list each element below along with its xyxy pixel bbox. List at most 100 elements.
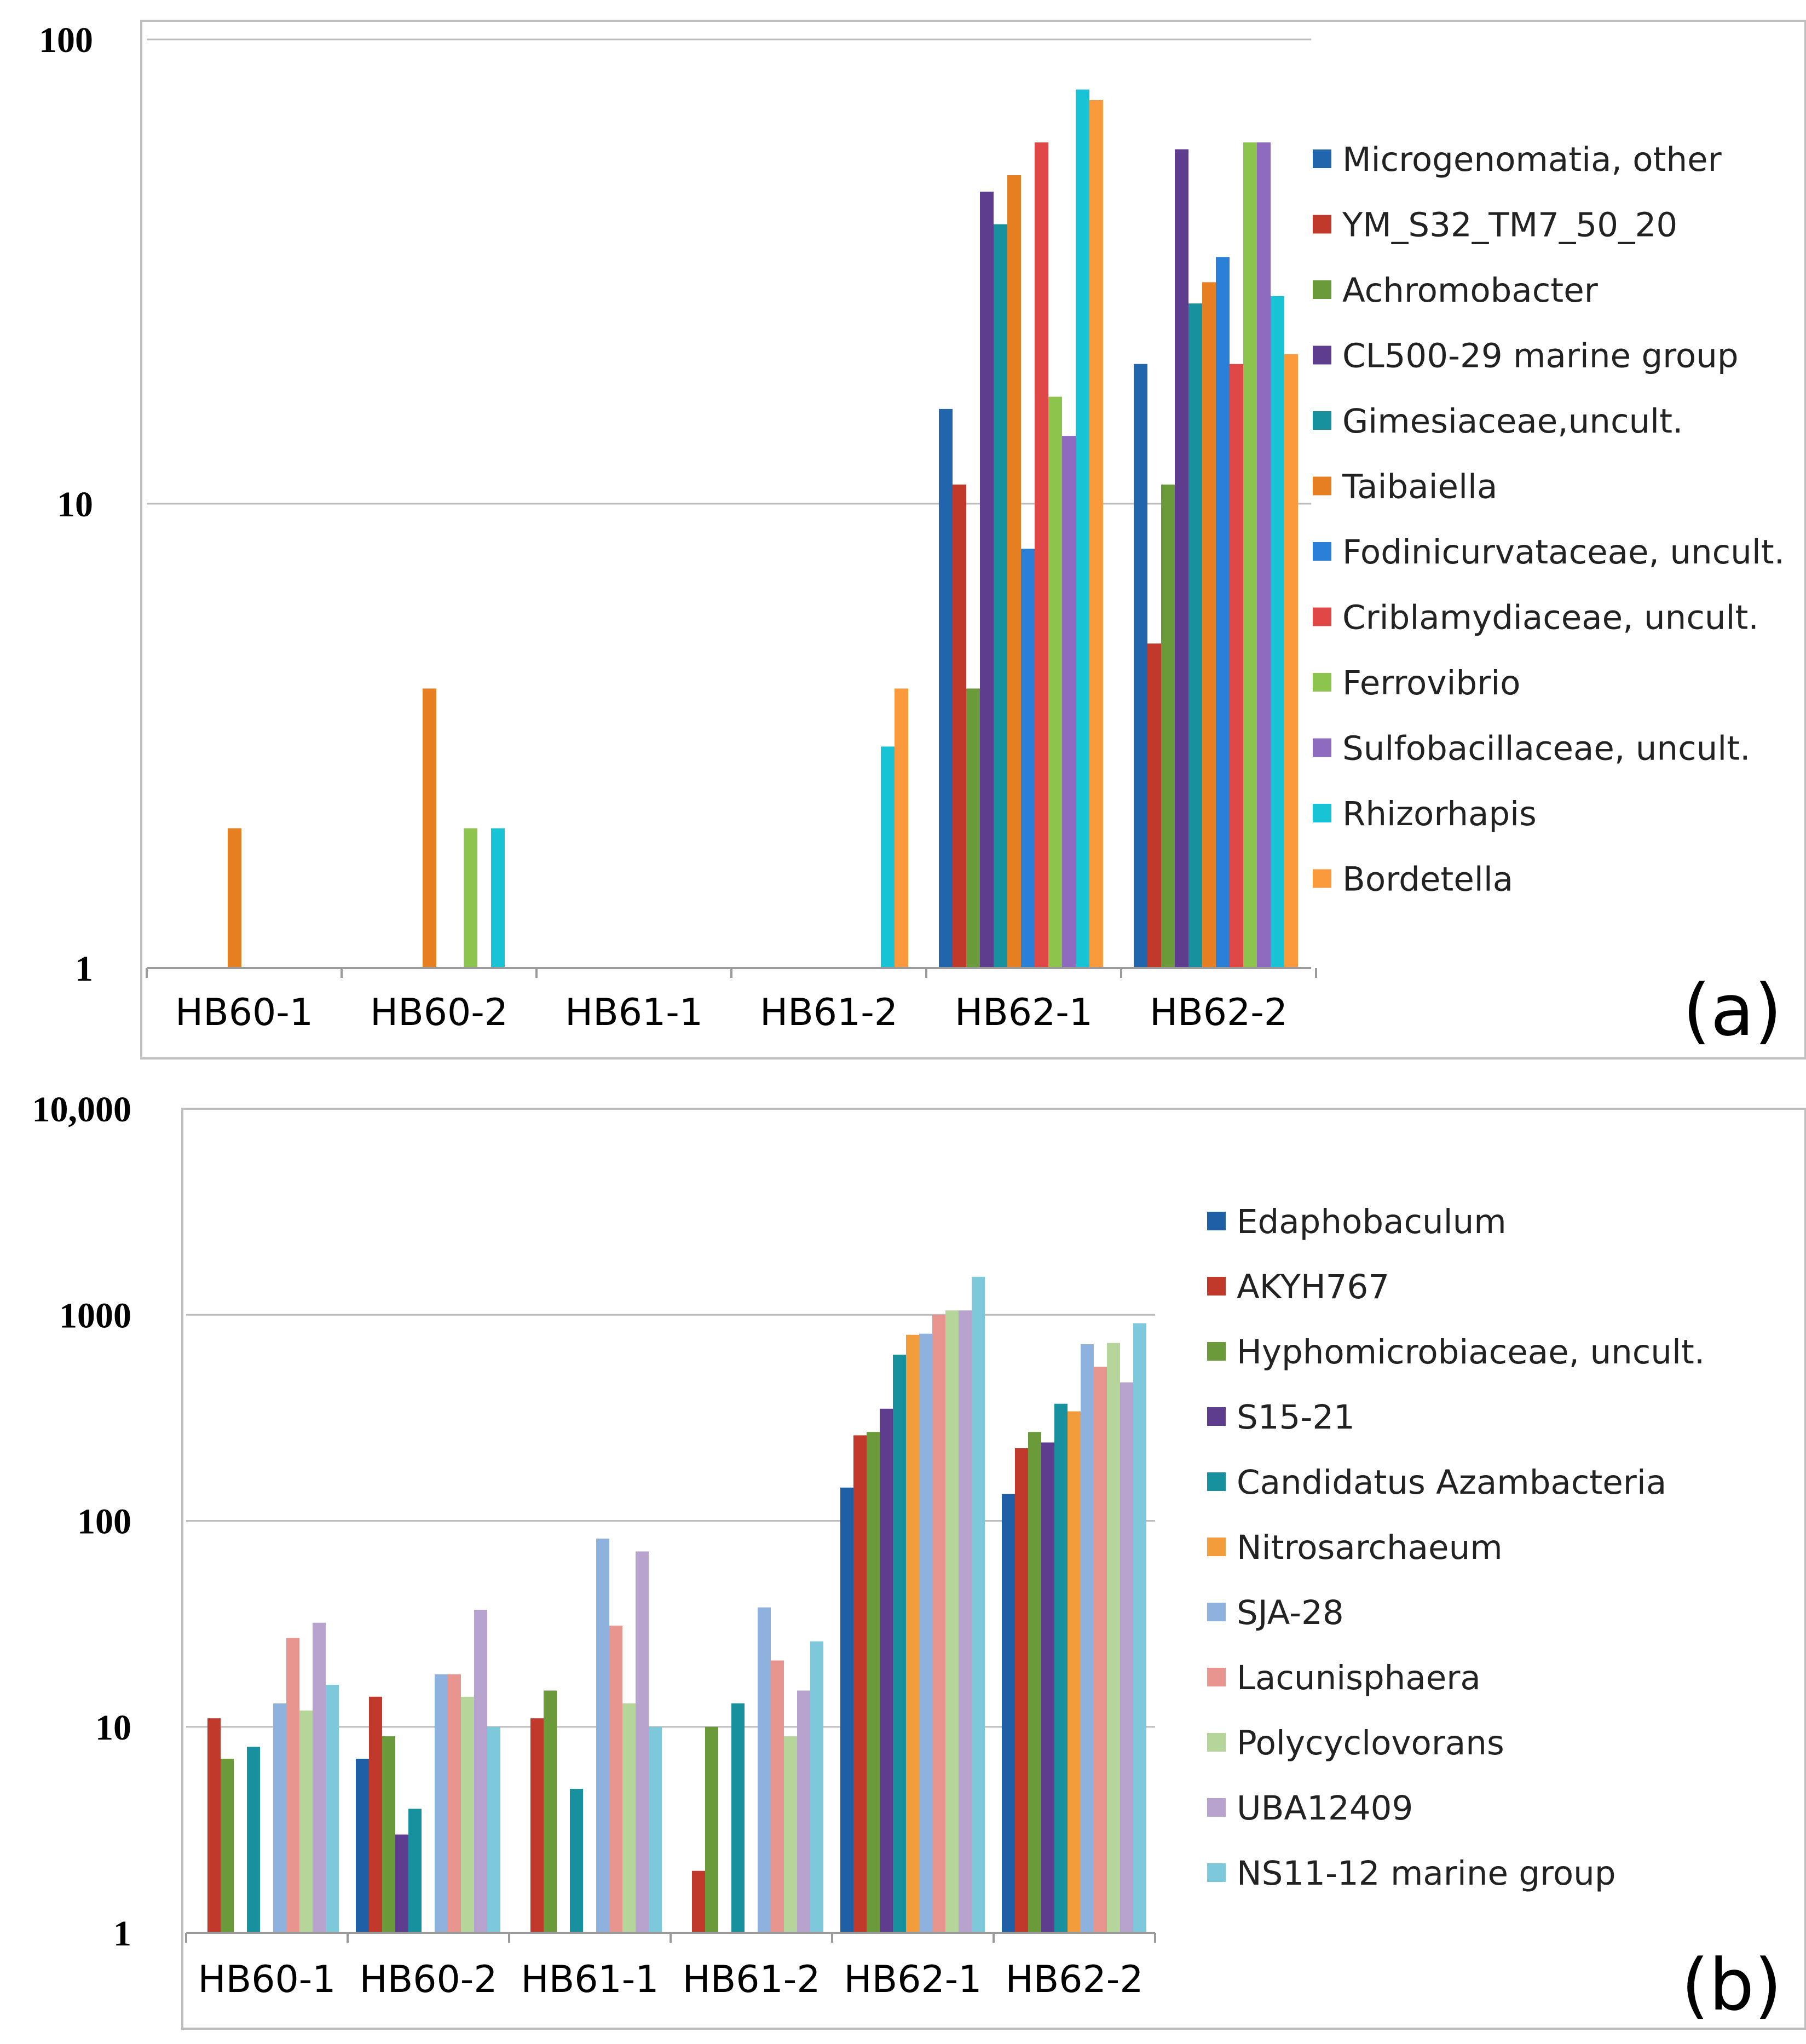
panel-a-x-tick-marks <box>146 968 1317 978</box>
panel-b-x-tick-marks <box>185 1933 1156 1943</box>
x-tick-label: HB61-1 <box>521 1958 659 2001</box>
bar <box>797 1690 810 1933</box>
legend-item: Achromobacter <box>1313 271 1599 310</box>
legend-swatch <box>1207 1277 1226 1296</box>
bar <box>1068 1411 1081 1933</box>
bar <box>692 1870 705 1933</box>
bar <box>1216 257 1230 968</box>
legend-label: YM_S32_TM7_50_20 <box>1342 205 1677 244</box>
bar <box>369 1696 382 1933</box>
bar <box>247 1747 260 1933</box>
legend-label: Achromobacter <box>1342 271 1599 310</box>
bar <box>1133 1323 1146 1933</box>
legend-item: Rhizorhapis <box>1313 794 1537 833</box>
bar <box>596 1538 609 1933</box>
bar <box>1007 175 1021 969</box>
bar <box>932 1315 945 1933</box>
legend-swatch <box>1313 607 1331 626</box>
bar <box>731 1703 745 1933</box>
bar <box>609 1625 622 1933</box>
y-tick-label: 1 <box>113 1914 131 1954</box>
bar <box>487 1726 500 1933</box>
legend-label: Candidatus Azambacteria <box>1237 1463 1666 1502</box>
legend-swatch <box>1207 1603 1226 1621</box>
bar <box>570 1789 583 1933</box>
legend-swatch <box>1313 149 1331 168</box>
bar <box>1188 303 1202 968</box>
legend-swatch <box>1313 346 1331 365</box>
legend-item: Fodinicurvataceae, uncult. <box>1313 533 1785 572</box>
bar <box>966 688 980 968</box>
x-tick-label: HB60-2 <box>370 991 508 1034</box>
bar <box>705 1726 718 1933</box>
bar <box>1076 89 1089 968</box>
legend-label: NS11-12 marine group <box>1237 1854 1616 1893</box>
bar <box>1054 1403 1068 1933</box>
bar <box>972 1276 985 1933</box>
bar <box>1161 484 1175 968</box>
panel-a-x-tick-labels: HB60-1 HB60-2 HB61-1 HB61-2 HB62-1 HB62-2 <box>175 991 1288 1034</box>
legend-item: Lacunisphaera <box>1207 1659 1481 1697</box>
bar <box>313 1622 326 1933</box>
legend-swatch <box>1313 215 1331 234</box>
legend-label: Taibaiella <box>1342 467 1497 506</box>
bar <box>382 1736 395 1933</box>
bar <box>853 1435 867 1933</box>
bar <box>435 1674 448 1933</box>
legend-label: Rhizorhapis <box>1342 794 1537 833</box>
bar <box>326 1684 339 1933</box>
bar <box>1089 100 1103 969</box>
legend-label: Polycyclovorans <box>1237 1724 1504 1763</box>
bar <box>474 1609 487 1933</box>
legend-item: AKYH767 <box>1207 1268 1389 1306</box>
y-tick-label: 10 <box>95 1708 131 1748</box>
bar <box>953 484 966 968</box>
bar <box>1257 142 1271 969</box>
bar <box>1094 1366 1107 1933</box>
legend-swatch <box>1313 673 1331 692</box>
legend-item: NS11-12 marine group <box>1207 1854 1616 1893</box>
legend-label: CL500-29 marine group <box>1342 336 1739 375</box>
legend-swatch <box>1313 869 1331 888</box>
legend-label: Lacunisphaera <box>1237 1659 1481 1697</box>
bar <box>228 828 241 968</box>
bar <box>356 1759 369 1933</box>
bar <box>771 1660 784 1933</box>
x-tick-label: HB62-1 <box>955 991 1093 1034</box>
legend-item: Gimesiaceae,uncult. <box>1313 402 1683 441</box>
y-tick-label: 1 <box>75 949 93 989</box>
bar <box>893 1355 906 1933</box>
panel-a-frame <box>140 20 1806 1060</box>
bar <box>1230 364 1243 968</box>
legend-swatch <box>1207 1798 1226 1817</box>
y-tick-label: 100 <box>39 20 93 60</box>
legend-item: SJA-28 <box>1207 1593 1344 1632</box>
legend-label: Ferrovibrio <box>1342 664 1520 703</box>
legend-label: Criblamydiaceae, uncult. <box>1342 598 1759 637</box>
legend-item: Hyphomicrobiaceae, uncult. <box>1207 1333 1705 1372</box>
panel-a-bars <box>228 89 1298 969</box>
bar <box>881 746 895 968</box>
legend-item: Taibaiella <box>1313 467 1497 506</box>
bar <box>1081 1344 1094 1933</box>
bar <box>994 224 1007 968</box>
legend-label: Edaphobaculum <box>1237 1202 1507 1241</box>
bar <box>299 1710 313 1933</box>
bar <box>1120 1382 1133 1933</box>
x-tick-label: HB61-2 <box>682 1958 820 2001</box>
bar <box>1002 1494 1015 1933</box>
legend-item: Polycyclovorans <box>1207 1724 1504 1763</box>
bar <box>408 1809 422 1933</box>
bar <box>1134 364 1147 968</box>
bar <box>840 1487 853 1933</box>
legend-item: Criblamydiaceae, uncult. <box>1313 598 1759 637</box>
bar <box>758 1607 771 1933</box>
x-tick-label: HB60-1 <box>198 1958 336 2001</box>
bar <box>867 1432 880 1933</box>
bar <box>810 1641 823 1933</box>
x-tick-label: HB62-2 <box>1005 1958 1143 2001</box>
legend-label: Nitrosarchaeum <box>1237 1528 1503 1567</box>
bar <box>1271 296 1284 968</box>
